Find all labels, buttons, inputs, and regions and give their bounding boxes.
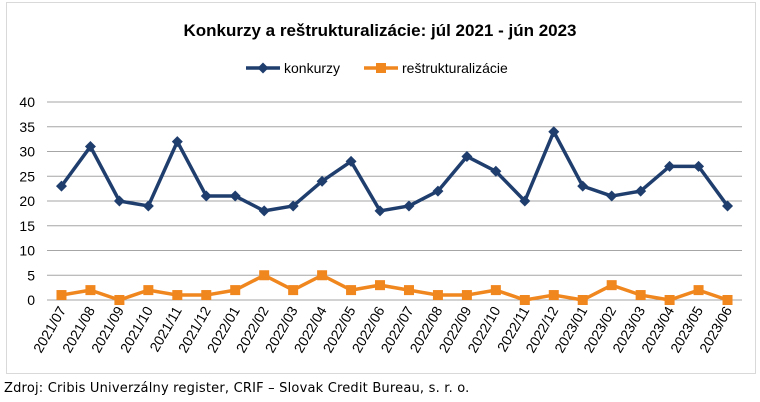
data-point (258, 205, 270, 217)
data-point (606, 190, 618, 202)
data-point (345, 155, 357, 167)
data-point (55, 180, 67, 192)
y-tick-label: 25 (19, 168, 35, 184)
legend: konkurzy reštrukturalizácie (246, 60, 508, 76)
y-tick-label: 35 (19, 119, 35, 135)
data-point (171, 136, 183, 148)
series-diamond (55, 126, 734, 217)
data-point (461, 150, 473, 162)
series-line (60, 129, 729, 213)
data-point (229, 190, 241, 202)
data-point (172, 290, 183, 301)
data-point (490, 285, 501, 296)
data-point (316, 175, 328, 187)
x-axis: 2021/072021/082021/092021/102021/112021/… (30, 303, 735, 355)
data-point (722, 200, 734, 212)
data-point (346, 285, 357, 296)
y-tick-label: 20 (19, 193, 35, 209)
data-point (114, 295, 125, 305)
data-point (432, 290, 443, 301)
data-point (85, 285, 96, 296)
y-axis: 0 5 10 15 20 25 30 35 40 (19, 94, 35, 308)
data-point (548, 290, 559, 301)
y-tick-label: 5 (27, 267, 35, 283)
series-layer (55, 126, 734, 305)
data-point (577, 295, 588, 305)
data-point (259, 270, 270, 281)
y-tick-label: 30 (19, 144, 35, 160)
data-point (722, 295, 733, 305)
data-point (257, 62, 269, 74)
data-point (635, 185, 647, 197)
data-point (201, 290, 212, 301)
data-point (288, 285, 299, 296)
data-point (461, 290, 472, 301)
y-tick-label: 40 (19, 94, 35, 110)
data-point (287, 200, 299, 212)
data-point (693, 160, 705, 172)
data-point (143, 285, 154, 296)
data-point (664, 295, 675, 305)
data-point (635, 290, 646, 301)
data-point (606, 280, 617, 291)
data-point (693, 285, 704, 296)
data-point (56, 290, 67, 301)
data-point (317, 270, 328, 281)
data-point (548, 126, 560, 138)
data-point (664, 160, 676, 172)
data-point (200, 190, 212, 202)
source-note: Zdroj: Cribis Univerzálny register, CRIF… (4, 381, 470, 396)
data-point (519, 195, 531, 207)
data-point (577, 180, 589, 192)
data-point (376, 63, 386, 73)
data-point (113, 195, 125, 207)
legend-label: reštrukturalizácie (402, 60, 508, 76)
y-tick-label: 15 (19, 218, 35, 234)
data-point (375, 280, 386, 291)
legend-label: konkurzy (284, 60, 340, 76)
data-point (403, 200, 415, 212)
data-point (432, 185, 444, 197)
chart-title: Konkurzy a reštrukturalizácie: júl 2021 … (183, 21, 576, 40)
data-point (84, 141, 96, 153)
data-point (142, 200, 154, 212)
data-point (403, 285, 414, 296)
data-point (519, 295, 530, 305)
y-tick-label: 0 (27, 292, 35, 308)
y-tick-label: 10 (19, 243, 35, 259)
data-point (230, 285, 241, 296)
data-point (374, 205, 386, 217)
data-point (490, 165, 502, 177)
series-square (56, 270, 733, 305)
series-line (61, 273, 729, 302)
gridlines (47, 101, 742, 301)
